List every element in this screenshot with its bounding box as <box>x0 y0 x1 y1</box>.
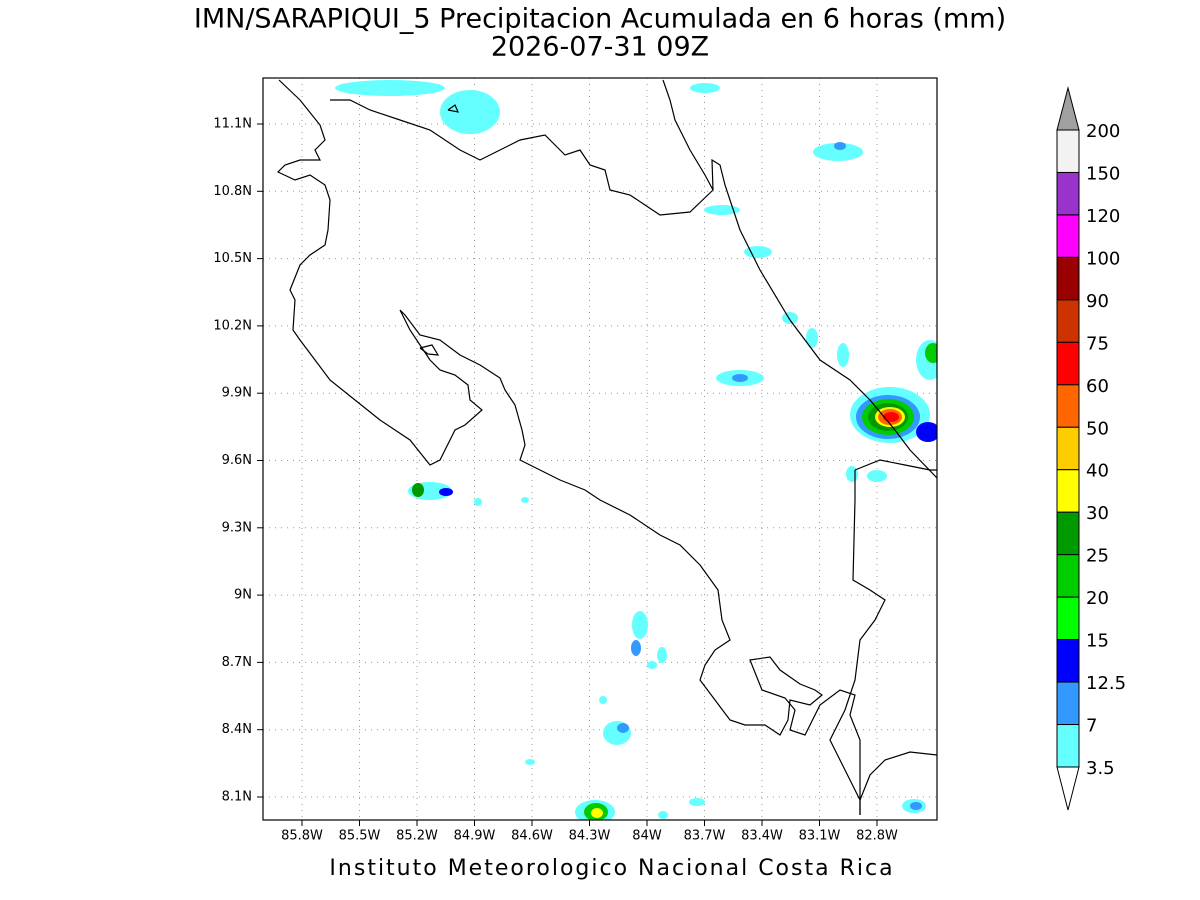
lat-tick-label: 9N <box>234 588 252 603</box>
colorbar-box <box>1056 384 1080 428</box>
colorbar-label: 15 <box>1086 631 1109 652</box>
lat-tick-label: 10.5N <box>213 251 252 266</box>
lon-tick-label: 84.3W <box>569 829 611 844</box>
lon-tick-label: 85.2W <box>396 829 438 844</box>
lat-tick-label: 10.2N <box>213 318 252 333</box>
lon-tick-label: 83.4W <box>741 829 783 844</box>
lon-tick-label: 83.1W <box>799 829 841 844</box>
colorbar-box <box>1056 554 1080 598</box>
colorbar-label: 7 <box>1086 716 1097 737</box>
colorbar-box <box>1056 639 1080 683</box>
colorbar-label: 60 <box>1086 376 1109 397</box>
map-frame <box>262 77 938 821</box>
lat-tick-label: 8.4N <box>222 722 252 737</box>
colorbar-box <box>1056 214 1080 258</box>
colorbar-box <box>1056 681 1080 726</box>
colorbar-box <box>1056 256 1080 301</box>
lon-tick-label: 82.8W <box>856 829 898 844</box>
lon-tick-label: 85.5W <box>339 829 381 844</box>
colorbar-box <box>1056 511 1080 556</box>
lon-tick-label: 83.7W <box>684 829 726 844</box>
colorbar-label: 30 <box>1086 503 1109 524</box>
axis-labels: 85.8W 85.5W 85.2W 84.9W 84.6W 84.3W 84W 83.7W 83… <box>213 117 898 844</box>
colorbar-label: 25 <box>1086 546 1109 567</box>
lat-tick-label: 11.1N <box>213 117 252 132</box>
colorbar-box <box>1056 299 1080 343</box>
lat-tick-label: 8.7N <box>222 655 252 670</box>
grid <box>263 78 937 820</box>
lat-tick-label: 10.8N <box>213 184 252 199</box>
lon-tick-label: 85.8W <box>281 829 323 844</box>
lat-tick-label: 9.3N <box>222 520 252 535</box>
colorbar-label: 12.5 <box>1086 673 1126 694</box>
precip-field <box>335 80 937 820</box>
colorbar-label: 90 <box>1086 291 1109 312</box>
colorbar-label: 200 <box>1086 121 1120 142</box>
colorbar-bottom-arrow <box>1056 766 1080 811</box>
colorbar-label: 3.5 <box>1086 758 1115 779</box>
lon-tick-label: 84.9W <box>454 829 496 844</box>
colorbar-label: 50 <box>1086 418 1109 439</box>
colorbar-label: 75 <box>1086 333 1109 354</box>
lat-tick-label: 9.6N <box>222 453 252 468</box>
colorbar: 200 150 120 100 90 75 60 50 40 30 25 20 15 12.5 7 3.5 <box>1056 121 1126 811</box>
colorbar-label: 100 <box>1086 248 1120 269</box>
colorbar-box <box>1056 129 1080 173</box>
footer: Instituto Meteorologico Nacional Costa R… <box>329 856 894 881</box>
colorbar-box <box>1056 171 1080 216</box>
colorbar-label: 20 <box>1086 588 1109 609</box>
coastlines <box>276 79 937 815</box>
title: IMN/SARAPIQUI_5 Precipitacion Acumulada … <box>194 4 1006 35</box>
subtitle: 2026-07-31 09Z <box>491 32 709 63</box>
colorbar-box <box>1056 426 1080 471</box>
lon-tick-label: 84W <box>632 829 662 844</box>
colorbar-top-arrow <box>1056 86 1080 131</box>
lat-tick-label: 9.9N <box>222 386 252 401</box>
colorbar-label: 120 <box>1086 206 1120 227</box>
colorbar-box <box>1056 469 1080 513</box>
colorbar-box <box>1056 596 1080 641</box>
colorbar-box <box>1056 341 1080 386</box>
colorbar-box <box>1056 724 1080 768</box>
colorbar-label: 40 <box>1086 461 1109 482</box>
lat-tick-label: 8.1N <box>222 790 252 805</box>
lon-tick-label: 84.6W <box>511 829 553 844</box>
colorbar-label: 150 <box>1086 163 1120 184</box>
